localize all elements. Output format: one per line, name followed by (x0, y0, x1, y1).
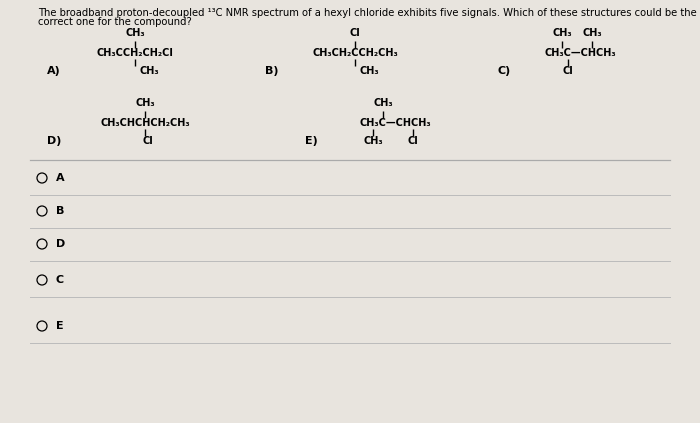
Text: B): B) (265, 66, 279, 76)
Text: C: C (56, 275, 64, 285)
Text: D): D) (47, 136, 62, 146)
Text: Cl: Cl (407, 136, 419, 146)
Text: Cl: Cl (349, 28, 360, 38)
Text: E): E) (305, 136, 318, 146)
Text: Cl: Cl (563, 66, 573, 76)
Text: D: D (56, 239, 65, 249)
Text: correct one for the compound?: correct one for the compound? (38, 17, 192, 27)
Text: CH₃: CH₃ (363, 136, 383, 146)
Text: CH₃: CH₃ (582, 28, 602, 38)
Text: CH₃: CH₃ (140, 66, 160, 76)
Text: CH₃: CH₃ (552, 28, 572, 38)
Text: A: A (56, 173, 64, 183)
Text: CH₃CH₂CCH₂CH₃: CH₃CH₂CCH₂CH₃ (312, 48, 398, 58)
Text: CH₃CHCHCH₂CH₃: CH₃CHCHCH₂CH₃ (100, 118, 190, 128)
Text: The broadband proton-decoupled ¹³C NMR spectrum of a hexyl chloride exhibits fiv: The broadband proton-decoupled ¹³C NMR s… (38, 8, 696, 18)
Text: E: E (56, 321, 64, 331)
Text: CH₃CCH₂CH₂Cl: CH₃CCH₂CH₂Cl (97, 48, 174, 58)
Text: CH₃C—CHCH₃: CH₃C—CHCH₃ (544, 48, 616, 58)
Text: CH₃: CH₃ (135, 98, 155, 108)
Text: CH₃: CH₃ (125, 28, 145, 38)
Text: CH₃: CH₃ (373, 98, 393, 108)
Text: B: B (56, 206, 64, 216)
Text: Cl: Cl (143, 136, 153, 146)
Text: CH₃C—CHCH₃: CH₃C—CHCH₃ (359, 118, 430, 128)
Text: A): A) (47, 66, 61, 76)
Text: C): C) (498, 66, 511, 76)
Text: CH₃: CH₃ (360, 66, 379, 76)
